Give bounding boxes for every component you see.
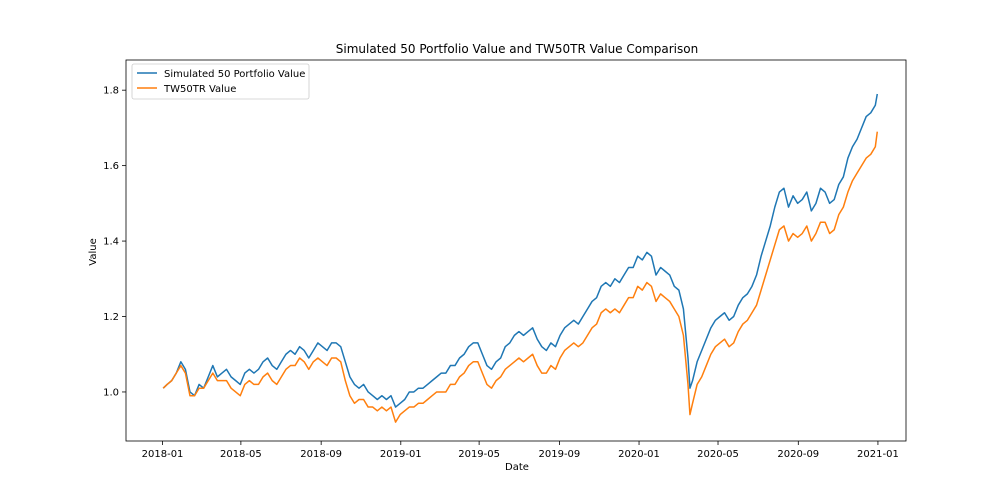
x-tick-label: 2018-01 — [142, 449, 184, 460]
y-tick-label: 1.0 — [103, 387, 119, 398]
x-tick-label: 2020-05 — [697, 449, 739, 460]
series-line-0 — [162, 93, 879, 408]
x-axis: 2018-01 2018-05 2018-09 2019-01 2019-05 2019-… — [142, 441, 899, 460]
x-tick-label: 2020-09 — [777, 449, 819, 460]
y-axis-label: Value — [88, 238, 99, 265]
legend-label-simulated: Simulated 50 Portfolio Value — [164, 69, 305, 80]
x-tick-label: 2021-01 — [857, 449, 899, 460]
y-tick-label: 1.6 — [103, 161, 119, 172]
x-tick-label: 2019-05 — [458, 449, 500, 460]
x-tick-label: 2019-09 — [539, 449, 581, 460]
y-tick-label: 1.4 — [103, 237, 119, 248]
x-tick-label: 2018-09 — [300, 449, 342, 460]
y-axis: 1.0 1.2 1.4 1.6 1.8 — [103, 86, 126, 398]
y-tick-label: 1.8 — [103, 86, 119, 97]
x-tick-label: 2020-01 — [618, 449, 660, 460]
x-tick-label: 2018-05 — [220, 449, 262, 460]
plot-area — [125, 59, 907, 442]
series-layer — [162, 93, 879, 423]
x-tick-label: 2019-01 — [380, 449, 422, 460]
legend-label-tw50tr: TW50TR Value — [163, 84, 236, 95]
legend: Simulated 50 Portfolio Value TW50TR Valu… — [131, 63, 310, 100]
x-axis-label: Date — [505, 462, 529, 473]
legend-box — [131, 63, 310, 100]
chart-title: Simulated 50 Portfolio Value and TW50TR … — [336, 42, 698, 56]
axes-frame — [125, 59, 907, 442]
y-tick-label: 1.2 — [103, 312, 119, 323]
series-line-1 — [162, 131, 879, 423]
